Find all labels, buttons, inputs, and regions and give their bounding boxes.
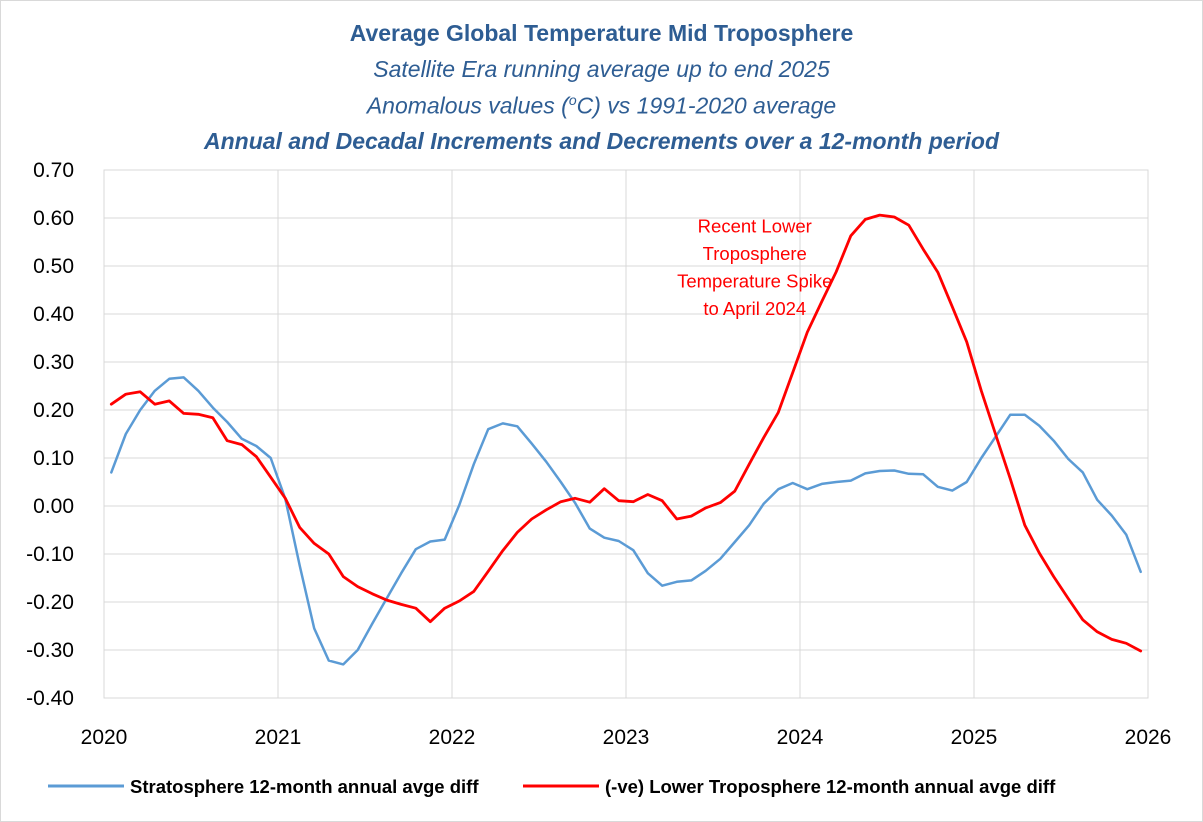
legend-lower-troposphere-label: (-ve) Lower Troposphere 12-month annual … (605, 776, 1056, 797)
legend-stratosphere-label: Stratosphere 12-month annual avge diff (130, 776, 479, 797)
y-tick-label: 0.00 (33, 495, 74, 518)
y-tick-label: 0.50 (33, 255, 74, 278)
x-tick-label: 2024 (777, 726, 824, 749)
y-tick-label: -0.40 (26, 687, 74, 710)
annotation-line: Temperature Spike (677, 270, 832, 291)
series-line-stratosphere (110, 376, 1142, 666)
y-tick-label: -0.30 (26, 639, 74, 662)
chart-title: Average Global Temperature Mid Troposphe… (349, 20, 854, 46)
annotation-line: to April 2024 (703, 298, 806, 319)
x-tick-label: 2020 (81, 726, 128, 749)
x-tick-label: 2022 (429, 726, 476, 749)
x-tick-label: 2023 (603, 726, 650, 749)
subtitle-2-suffix: C) vs 1991-2020 average (576, 92, 837, 119)
y-tick-label: -0.10 (26, 543, 74, 566)
subtitle-2-degree: o (568, 92, 577, 108)
y-tick-label: 0.20 (33, 399, 74, 422)
y-tick-label: 0.70 (33, 159, 74, 182)
chart-subtitle-3: Annual and Decadal Increments and Decrem… (204, 128, 999, 154)
y-tick-label: 0.30 (33, 351, 74, 374)
y-tick-label: 0.60 (33, 207, 74, 230)
chart-subtitle-2: Anomalous values (oC) vs 1991-2020 avera… (0, 92, 1203, 120)
chart-subtitle-1: Satellite Era running average up to end … (373, 56, 830, 82)
y-tick-label: -0.20 (26, 591, 74, 614)
y-tick-label: 0.10 (33, 447, 74, 470)
x-tick-label: 2025 (951, 726, 998, 749)
series-line-lower-troposphere (109, 213, 1143, 653)
x-tick-label: 2021 (255, 726, 302, 749)
x-tick-label: 2026 (1125, 726, 1172, 749)
annotation-line: Troposphere (703, 243, 807, 264)
subtitle-2-prefix: Anomalous values ( (366, 92, 569, 119)
y-tick-label: 0.40 (33, 303, 74, 326)
annotation-line: Recent Lower (698, 215, 812, 236)
